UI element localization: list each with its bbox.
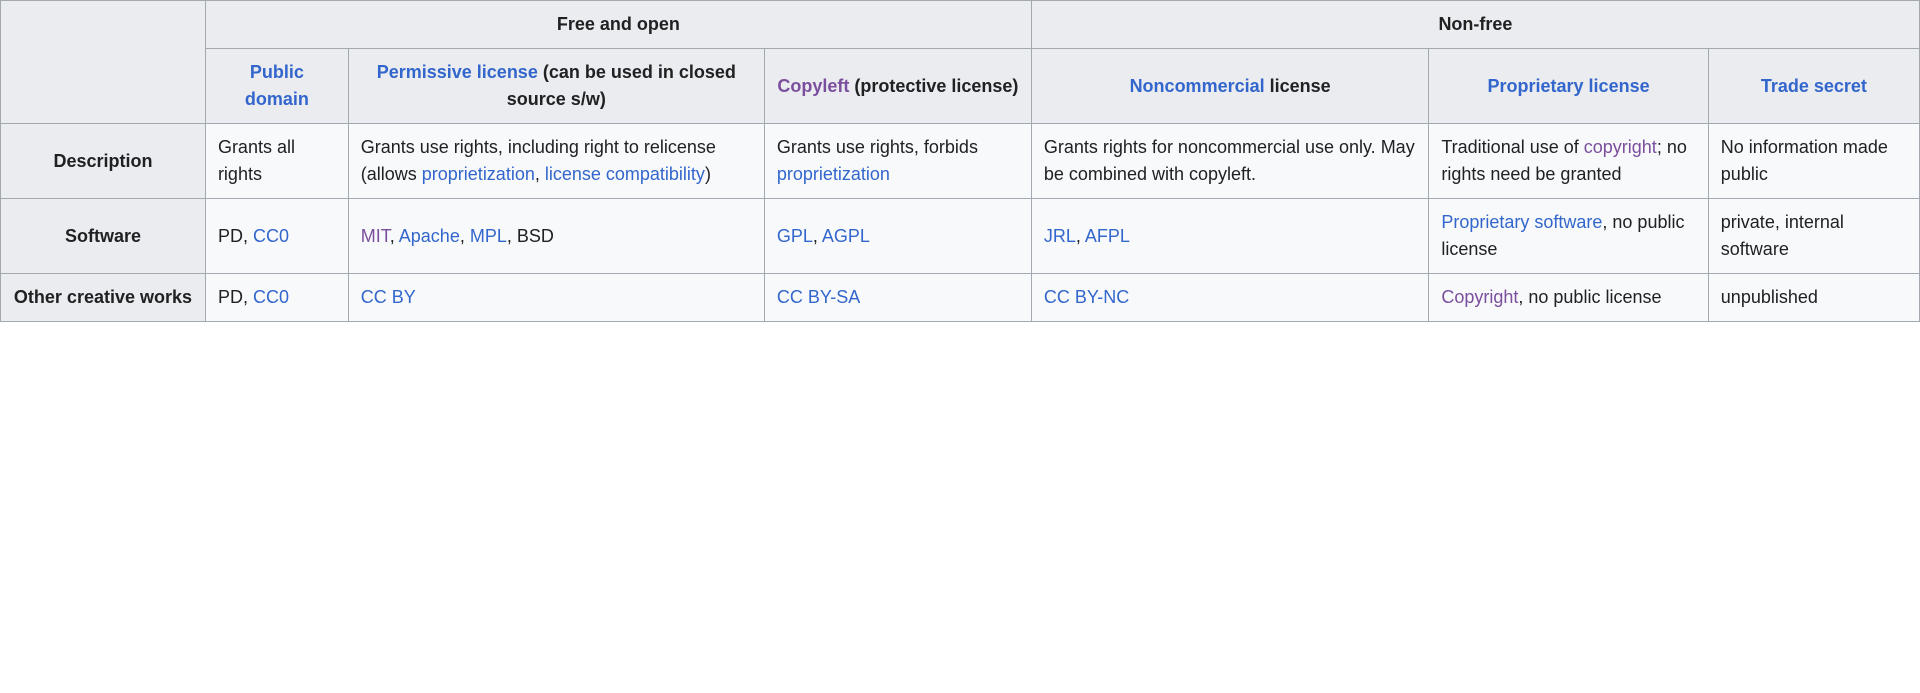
header-group-free: Free and open — [205, 1, 1031, 49]
col-header-noncommercial: Noncommercial license — [1031, 49, 1428, 124]
col-header-copyleft: Copyleft (protective license) — [764, 49, 1031, 124]
cell-software-permissive: MIT, Apache, MPL, BSD — [348, 199, 764, 274]
content-link[interactable]: AGPL — [822, 226, 870, 246]
content-link[interactable]: Apache — [399, 226, 460, 246]
cell-software-noncommercial: JRL, AFPL — [1031, 199, 1428, 274]
content-link[interactable]: JRL — [1044, 226, 1076, 246]
permissive-license-link[interactable]: Permissive license — [377, 62, 538, 82]
content-link[interactable]: CC BY-SA — [777, 287, 860, 307]
row-label-other: Other creative works — [1, 274, 206, 322]
cell-other-noncommercial: CC BY-NC — [1031, 274, 1428, 322]
row-description: Description Grants all rights Grants use… — [1, 124, 1920, 199]
cell-software-trade-secret: private, internal software — [1708, 199, 1919, 274]
header-group-nonfree: Non-free — [1031, 1, 1919, 49]
public-domain-link[interactable]: Public domain — [245, 62, 309, 109]
content-link[interactable]: CC BY — [361, 287, 416, 307]
content-link[interactable]: AFPL — [1085, 226, 1130, 246]
cell-description-copyleft: Grants use rights, forbids proprietizati… — [764, 124, 1031, 199]
content-link[interactable]: CC BY-NC — [1044, 287, 1129, 307]
content-link[interactable]: license compatibility — [545, 164, 705, 184]
col-header-proprietary: Proprietary license — [1429, 49, 1708, 124]
content-link[interactable]: GPL — [777, 226, 813, 246]
cell-software-proprietary: Proprietary software, no public license — [1429, 199, 1708, 274]
trade-secret-link[interactable]: Trade secret — [1761, 76, 1867, 96]
permissive-suffix: (can be used in closed source s/w) — [507, 62, 736, 109]
license-comparison-table: Free and open Non-free Public domain Per… — [0, 0, 1920, 322]
content-link[interactable]: proprietization — [777, 164, 890, 184]
content-link[interactable]: MIT — [361, 226, 390, 246]
content-link[interactable]: Copyright — [1441, 287, 1518, 307]
cell-software-public-domain: PD, CC0 — [205, 199, 348, 274]
cell-description-noncommercial: Grants rights for noncommercial use only… — [1031, 124, 1428, 199]
content-link[interactable]: copyright — [1584, 137, 1657, 157]
row-label-software: Software — [1, 199, 206, 274]
copyleft-link[interactable]: Copyleft — [777, 76, 849, 96]
row-other-works: Other creative works PD, CC0 CC BY CC BY… — [1, 274, 1920, 322]
col-header-public-domain: Public domain — [205, 49, 348, 124]
row-software: Software PD, CC0 MIT, Apache, MPL, BSD G… — [1, 199, 1920, 274]
cell-description-permissive: Grants use rights, including right to re… — [348, 124, 764, 199]
cell-other-proprietary: Copyright, no public license — [1429, 274, 1708, 322]
cell-other-public-domain: PD, CC0 — [205, 274, 348, 322]
cell-software-copyleft: GPL, AGPL — [764, 199, 1031, 274]
col-header-permissive: Permissive license (can be used in close… — [348, 49, 764, 124]
cell-description-proprietary: Traditional use of copyright; no rights … — [1429, 124, 1708, 199]
content-link[interactable]: proprietization — [422, 164, 535, 184]
content-link[interactable]: CC0 — [253, 287, 289, 307]
noncommercial-link[interactable]: Noncommercial — [1130, 76, 1265, 96]
col-header-trade-secret: Trade secret — [1708, 49, 1919, 124]
cell-description-trade-secret: No information made public — [1708, 124, 1919, 199]
proprietary-license-link[interactable]: Proprietary license — [1488, 76, 1650, 96]
cell-other-trade-secret: unpublished — [1708, 274, 1919, 322]
cell-other-permissive: CC BY — [348, 274, 764, 322]
row-label-description: Description — [1, 124, 206, 199]
cell-description-public-domain: Grants all rights — [205, 124, 348, 199]
corner-cell — [1, 1, 206, 124]
copyleft-suffix: (protective license) — [849, 76, 1018, 96]
content-link[interactable]: MPL — [470, 226, 507, 246]
content-link[interactable]: Proprietary software — [1441, 212, 1602, 232]
content-link[interactable]: CC0 — [253, 226, 289, 246]
noncommercial-suffix: license — [1265, 76, 1331, 96]
cell-other-copyleft: CC BY-SA — [764, 274, 1031, 322]
